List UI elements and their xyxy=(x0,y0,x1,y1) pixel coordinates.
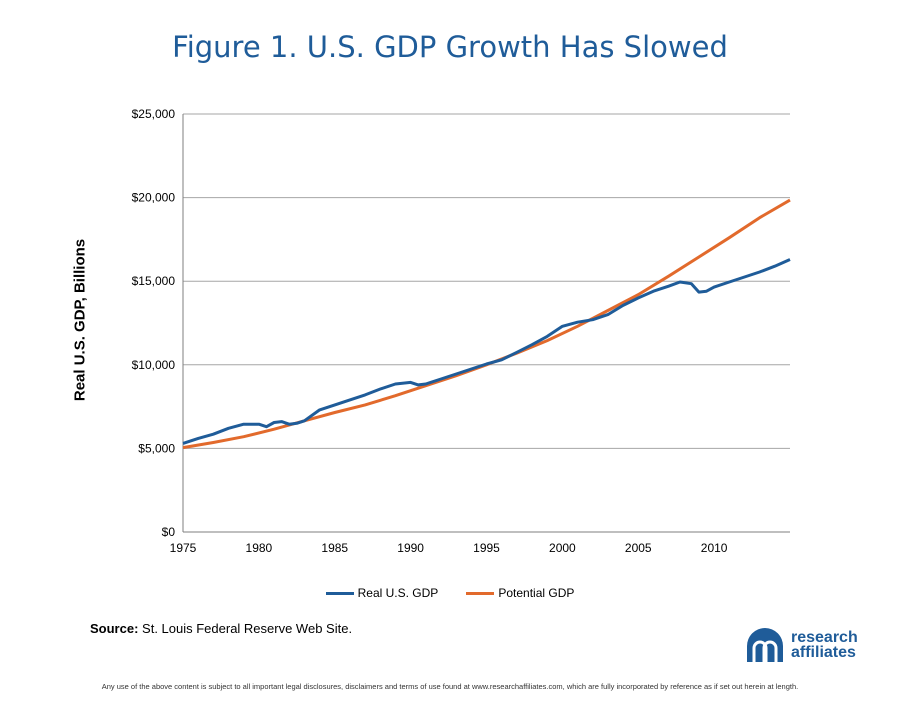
y-tick-label: $25,000 xyxy=(132,107,176,121)
y-tick-label: $20,000 xyxy=(132,191,176,205)
y-tick-label: $10,000 xyxy=(132,358,176,372)
legend-swatch-potential-gdp xyxy=(466,591,495,595)
y-tick-label: $5,000 xyxy=(138,441,175,455)
legend-label-real-gdp: Real U.S. GDP xyxy=(357,586,439,600)
axis-layer xyxy=(182,114,790,533)
x-tick-label: 1995 xyxy=(473,541,500,555)
series-layer xyxy=(182,198,791,450)
y-tick-label: $15,000 xyxy=(132,274,176,288)
logo-line-2: affiliates xyxy=(791,644,856,661)
source-label: Source: xyxy=(90,621,139,636)
chart-legend: Real U.S. GDP Potential GDP xyxy=(0,586,900,600)
logo-line-1: research xyxy=(791,629,858,646)
legal-disclaimer: Any use of the above content is subject … xyxy=(101,682,799,691)
legend-label-potential-gdp: Potential GDP xyxy=(498,586,575,600)
tick-label-layer: $0 $5,000 $10,000 $15,000 $20,000 $25,000 1975… xyxy=(132,107,728,555)
x-tick-label: 1975 xyxy=(170,541,197,555)
chart-title: Figure 1. U.S. GDP Growth Has Slowed xyxy=(172,30,728,64)
x-tick-label: 1990 xyxy=(397,541,424,555)
y-tick-label: $0 xyxy=(162,525,176,539)
grid-layer xyxy=(183,113,790,449)
ra-logo-mark-icon xyxy=(747,628,783,662)
legend-swatch-real-gdp xyxy=(325,591,354,595)
research-affiliates-logo: research affiliates xyxy=(745,628,858,662)
series-line-potential-gdp xyxy=(182,198,791,450)
y-axis-label: Real U.S. GDP, Billions xyxy=(71,238,89,402)
legend-item-potential-gdp: Potential GDP xyxy=(466,586,574,600)
x-tick-label: 2005 xyxy=(625,541,652,555)
legend-item-real-gdp: Real U.S. GDP xyxy=(325,586,439,600)
x-tick-label: 2000 xyxy=(549,541,576,555)
x-tick-label: 1985 xyxy=(321,541,348,555)
source-text: St. Louis Federal Reserve Web Site. xyxy=(142,621,353,636)
logo-wordmark: research affiliates xyxy=(791,629,858,661)
x-tick-label: 2010 xyxy=(701,541,728,555)
series-line-real-gdp xyxy=(182,258,791,445)
x-tick-label: 1980 xyxy=(246,541,273,555)
source-note: Source: St. Louis Federal Reserve Web Si… xyxy=(90,621,352,636)
